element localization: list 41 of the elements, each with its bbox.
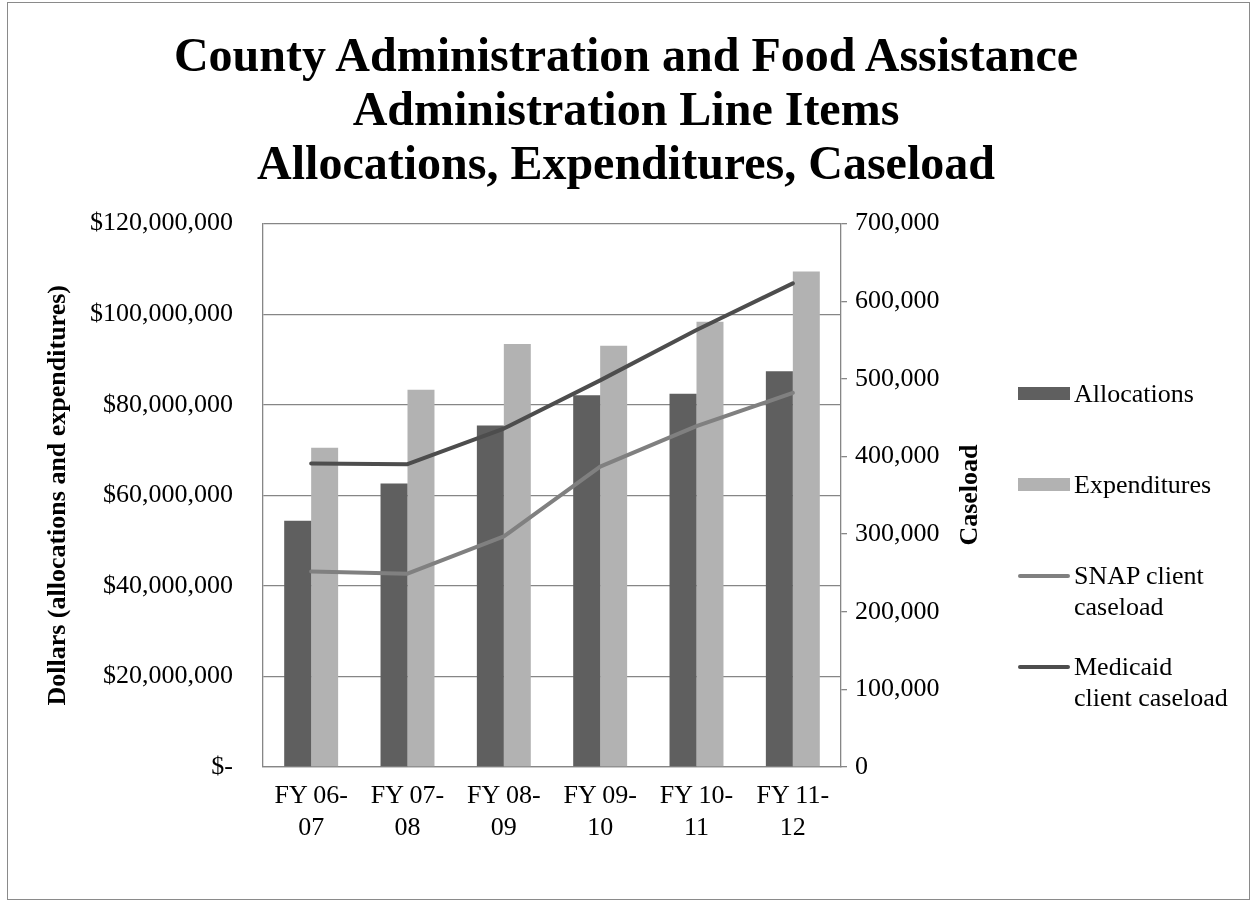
y2-tick-label: 300,000	[855, 517, 940, 547]
y2-tick-label: 500,000	[855, 362, 940, 392]
legend-label: Allocations	[1074, 378, 1195, 409]
y2-tick-label: 100,000	[855, 673, 940, 703]
y-axis-title: Dollars (allocations and expenditures)	[42, 285, 72, 706]
chart-subtitle: Allocations, Expenditures, Caseload	[256, 136, 996, 190]
legend-label: Expenditures	[1074, 469, 1213, 500]
bar	[476, 425, 504, 767]
bar	[696, 321, 724, 767]
bar	[573, 395, 601, 767]
x-tick-label: FY 11-12	[756, 780, 830, 841]
bar	[600, 345, 628, 767]
y-tick-label: $20,000,000	[103, 660, 233, 690]
bar	[792, 271, 820, 767]
bar	[311, 447, 339, 767]
y-tick-label: $100,000,000	[90, 297, 233, 327]
bar	[407, 389, 435, 767]
x-tick-label: FY 09-10	[563, 780, 637, 841]
y2-tick-label: 400,000	[855, 440, 940, 470]
y2-tick-label: 700,000	[855, 207, 940, 237]
x-tick-label: FY 10-11	[659, 780, 734, 841]
legend-label: Medicaid client caseload	[1074, 651, 1229, 713]
x-tick-label: FY 08-09	[467, 780, 541, 841]
y2-tick-label: 0	[855, 750, 868, 780]
bar	[765, 371, 793, 767]
x-tick-label: FY 06-07	[274, 780, 348, 841]
y-tick-label: $-	[211, 750, 233, 780]
bar	[380, 483, 408, 767]
y-tick-label: $120,000,000	[90, 207, 233, 237]
y-tick-label: $40,000,000	[103, 569, 233, 599]
y2-tick-label: 600,000	[855, 285, 940, 315]
bar	[503, 344, 531, 767]
y2-axis-title: Caseload	[952, 444, 984, 546]
bar	[669, 393, 697, 767]
legend-label: SNAP client caseload	[1074, 560, 1205, 622]
y-tick-label: $60,000,000	[103, 479, 233, 509]
chart-title: County Administration and Food Assistance Administration Line Items	[172, 28, 1080, 136]
bar	[284, 520, 312, 767]
y2-tick-label: 200,000	[855, 595, 940, 625]
x-tick-label: FY 07-08	[370, 780, 445, 841]
y-tick-label: $80,000,000	[103, 388, 233, 418]
